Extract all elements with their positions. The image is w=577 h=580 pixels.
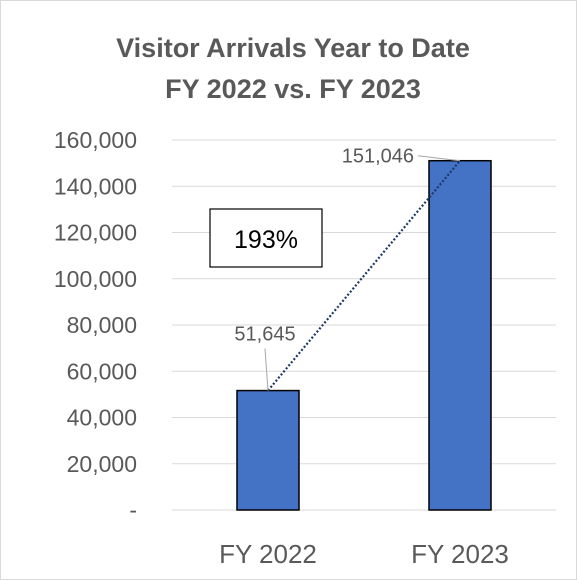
y-tick-label: 120,000: [54, 220, 137, 246]
x-category-label: FY 2023: [411, 539, 509, 569]
data-label: 51,645: [234, 324, 295, 346]
data-label: 151,046: [342, 146, 414, 168]
chart-title-line-2: FY 2022 vs. FY 2023: [165, 74, 421, 104]
annotation-box: [209, 208, 323, 268]
annotation-text: 193%: [234, 226, 298, 254]
chart-title: Visitor Arrivals Year to Date FY 2022 vs…: [116, 33, 470, 104]
x-category-label: FY 2022: [219, 539, 317, 569]
bar: [428, 159, 492, 511]
chart-title-line-1: Visitor Arrivals Year to Date: [116, 33, 470, 63]
percent-change-annotation: 193%: [209, 208, 323, 268]
y-tick-label: 80,000: [67, 312, 137, 338]
y-axis-tick-labels: - 20,000 40,000 60,000 80,000 100,000 120,000 1…: [54, 127, 137, 523]
trendline-line: [267, 160, 461, 392]
x-axis-category-labels: FY 2022 FY 2023: [219, 539, 509, 569]
data-label-leader: [417, 155, 461, 162]
bars: [236, 159, 492, 511]
y-tick-label: 60,000: [67, 358, 137, 384]
bar: [236, 389, 300, 511]
data-label-leader: [264, 348, 269, 391]
trendline: [267, 160, 461, 392]
data-labels: 51,645 151,046: [234, 146, 461, 391]
y-tick-label: 20,000: [67, 451, 137, 477]
y-tick-label: 40,000: [67, 405, 137, 431]
y-tick-label: 140,000: [54, 173, 137, 199]
y-tick-label: 160,000: [54, 127, 137, 153]
y-tick-label: -: [129, 497, 137, 523]
y-tick-label: 100,000: [54, 266, 137, 292]
gridlines: [172, 139, 556, 511]
